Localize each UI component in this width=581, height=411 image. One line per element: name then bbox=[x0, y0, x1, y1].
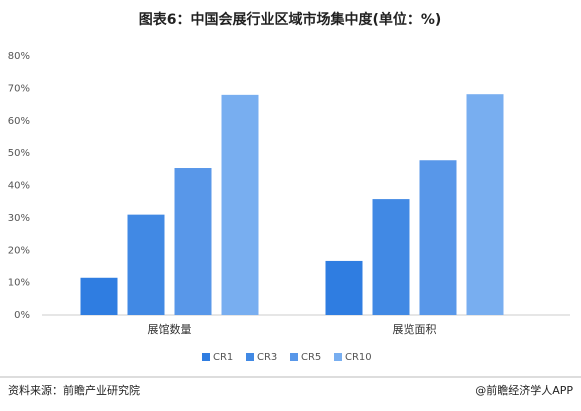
bar bbox=[372, 199, 410, 315]
bar bbox=[80, 277, 118, 315]
x-tick-label: 展馆数量 bbox=[148, 322, 192, 336]
legend-swatch bbox=[334, 353, 342, 361]
y-tick-label: 0% bbox=[14, 310, 30, 321]
legend-label: CR10 bbox=[345, 352, 372, 363]
chart-title: 图表6：中国会展行业区域市场集中度(单位：%) bbox=[139, 11, 442, 28]
bar bbox=[221, 94, 259, 315]
x-tick-label: 展览面积 bbox=[393, 322, 437, 336]
y-tick-label: 70% bbox=[8, 83, 30, 94]
y-tick-label: 20% bbox=[8, 245, 30, 256]
credit: @前瞻经济学人APP bbox=[475, 383, 573, 397]
legend-label: CR3 bbox=[257, 352, 277, 363]
bar bbox=[466, 94, 504, 315]
legend-swatch bbox=[202, 353, 210, 361]
legend-swatch bbox=[290, 353, 298, 361]
y-tick-label: 40% bbox=[8, 181, 30, 192]
y-tick-label: 60% bbox=[8, 116, 30, 127]
bar bbox=[174, 168, 212, 315]
legend-label: CR1 bbox=[213, 352, 233, 363]
y-tick-label: 50% bbox=[8, 148, 30, 159]
bar bbox=[419, 160, 457, 315]
source: 资料来源：前瞻产业研究院 bbox=[8, 383, 140, 397]
legend-label: CR5 bbox=[301, 352, 321, 363]
legend-swatch bbox=[246, 353, 254, 361]
y-tick-label: 80% bbox=[8, 51, 30, 62]
y-tick-label: 30% bbox=[8, 213, 30, 224]
bar bbox=[127, 214, 165, 315]
bar bbox=[325, 260, 363, 315]
y-tick-label: 10% bbox=[8, 278, 30, 289]
